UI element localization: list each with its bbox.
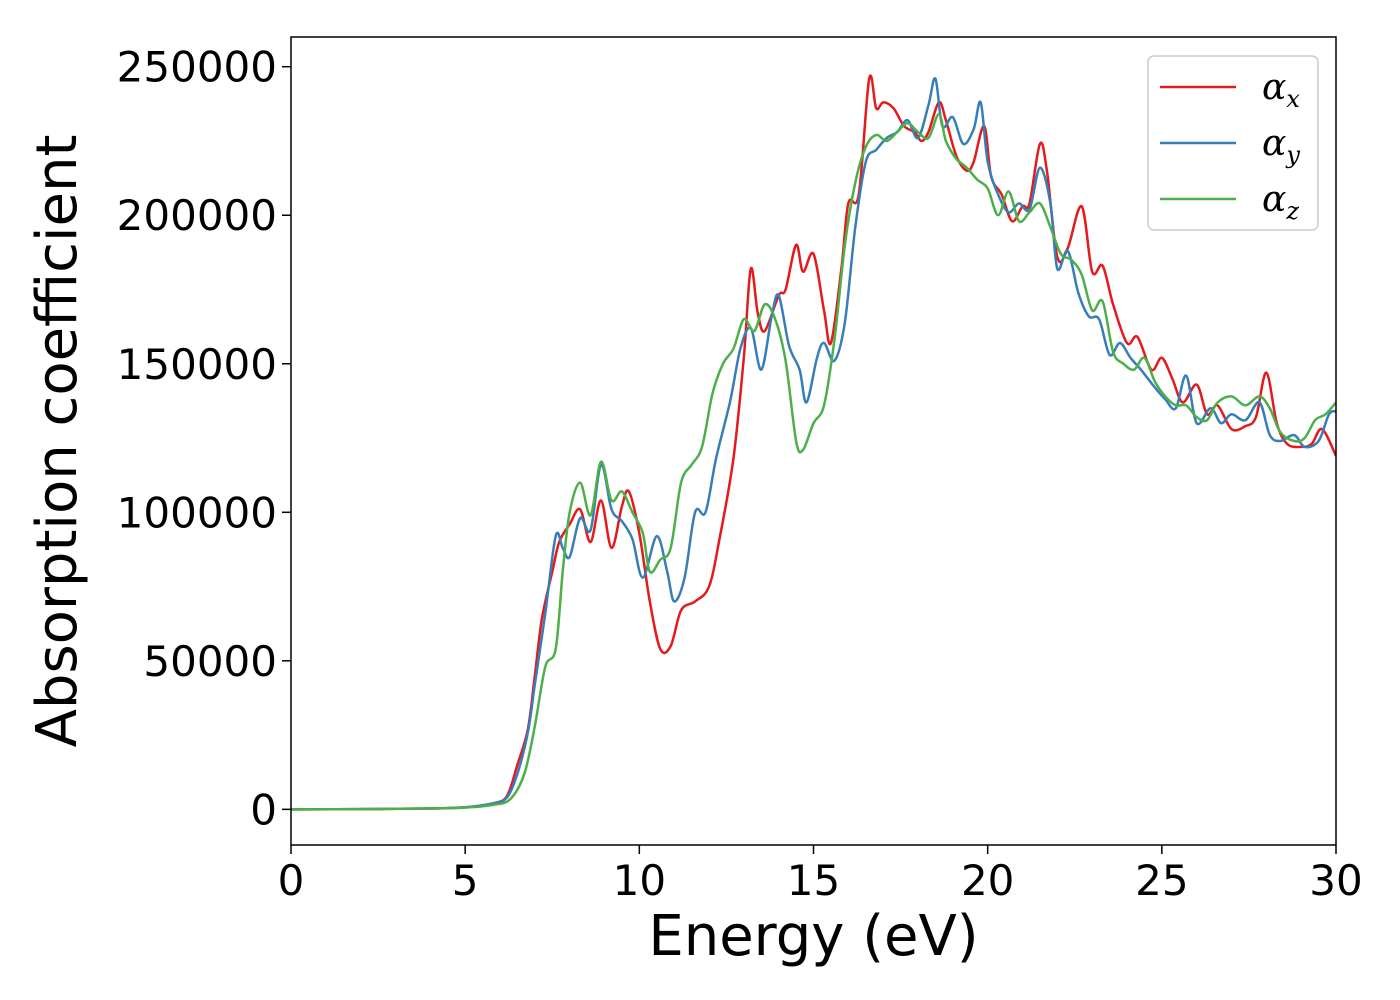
x-axis-title: Energy (eV) <box>648 904 978 969</box>
y-tick-label: 0 <box>250 785 277 834</box>
y-axis-title: Absorption coefficient <box>25 135 90 748</box>
x-tick-label: 15 <box>787 856 840 905</box>
series-line-y <box>291 77 1336 811</box>
x-tick-label: 5 <box>452 856 479 905</box>
x-tick-label: 10 <box>613 856 666 905</box>
series-line-x <box>291 74 1336 811</box>
series-line-z <box>291 112 1336 811</box>
x-tick-label: 30 <box>1309 856 1362 905</box>
x-tick-label: 0 <box>278 856 305 905</box>
y-tick-label: 50000 <box>143 637 277 686</box>
y-tick-label: 200000 <box>117 191 277 240</box>
y-tick-label: 150000 <box>117 340 277 389</box>
x-tick-label: 25 <box>1135 856 1188 905</box>
y-tick-label: 250000 <box>117 43 277 92</box>
series-layer <box>291 74 1336 811</box>
x-axis: 0 5 10 15 20 25 30 <box>278 845 1363 905</box>
y-tick-label: 100000 <box>117 488 277 537</box>
y-axis: 0 50000 100000 150000 200000 250000 <box>117 43 291 834</box>
x-tick-label: 20 <box>961 856 1014 905</box>
